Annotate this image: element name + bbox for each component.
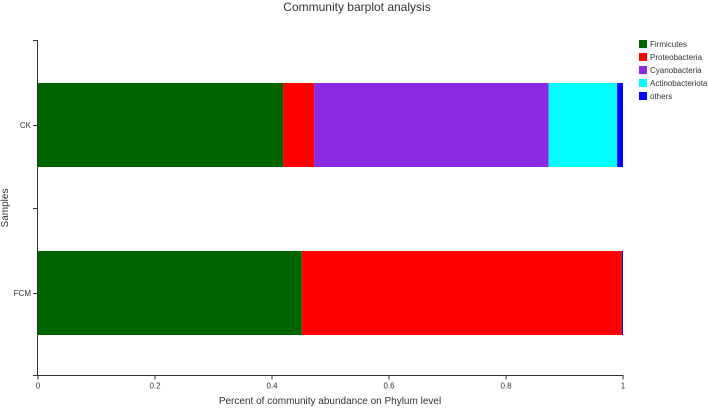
y-axis-label: Samples bbox=[0, 189, 11, 228]
x-axis-ticks: 0 0.2 0.4 0.6 0.8 1 bbox=[36, 375, 626, 391]
x-tick-label: 0.6 bbox=[383, 382, 395, 391]
bar-segment-ck-others bbox=[617, 83, 623, 167]
legend-label: Proteobacteria bbox=[650, 53, 703, 62]
stacked-bars bbox=[38, 83, 623, 335]
bar-segment-ck-firmicutes bbox=[38, 83, 284, 167]
x-tick-label: 1 bbox=[621, 382, 626, 391]
x-tick-label: 0.4 bbox=[266, 382, 278, 391]
x-tick-label: 0 bbox=[36, 382, 41, 391]
legend-label: Actinobacteriota bbox=[650, 79, 708, 88]
legend-label: Cyanobacteria bbox=[650, 66, 702, 75]
bar-segment-ck-cyanobacteria bbox=[314, 83, 549, 167]
y-tick-label: CK bbox=[20, 121, 32, 130]
x-tick-label: 0.8 bbox=[500, 382, 512, 391]
x-tick-label: 0.2 bbox=[149, 382, 161, 391]
bar-segment-fcm-firmicutes bbox=[38, 251, 302, 335]
bar-segment-fcm-others bbox=[621, 251, 623, 335]
legend-swatch bbox=[639, 79, 647, 87]
bar-segment-ck-proteobacteria bbox=[283, 83, 315, 167]
legend: Firmicutes Proteobacteria Cyanobacteria Act… bbox=[639, 40, 708, 101]
legend-swatch bbox=[639, 53, 647, 61]
x-axis-label: Percent of community abundance on Phylum… bbox=[219, 396, 441, 407]
legend-label: others bbox=[650, 92, 672, 101]
legend-swatch bbox=[639, 92, 647, 100]
legend-swatch bbox=[639, 40, 647, 48]
legend-swatch bbox=[639, 66, 647, 74]
y-tick-label: FCM bbox=[14, 289, 32, 298]
bar-segment-ck-actinobacteriota bbox=[548, 83, 618, 167]
y-axis-ticks: CK FCM bbox=[14, 40, 38, 376]
chart-title: Community barplot analysis bbox=[283, 0, 430, 14]
legend-label: Firmicutes bbox=[650, 40, 687, 49]
bar-segment-fcm-proteobacteria bbox=[301, 251, 622, 335]
